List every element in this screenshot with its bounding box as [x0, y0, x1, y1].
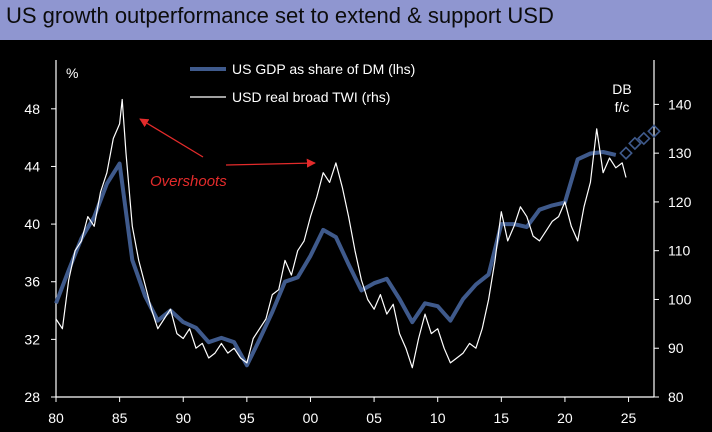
x-tick-label: 15	[494, 410, 510, 426]
x-tick-label: 25	[621, 410, 637, 426]
y-right-tick-label: 120	[668, 194, 692, 210]
gdp-share-line	[54, 150, 617, 368]
line-chart: 28 32 36 40 44 48% 80 90 100 110 120 130 140 80 85 90 95…	[24, 60, 692, 426]
x-tick-label: 05	[366, 410, 382, 426]
y-left-tick-label: 32	[24, 331, 40, 347]
y-right-tick-label: 80	[668, 389, 684, 405]
forecast-label-line1: DB	[612, 81, 631, 97]
annotation-overshoots: Overshoots	[150, 173, 227, 190]
y-left-tick-label: 28	[24, 389, 40, 405]
y-right-tick-label: 130	[668, 145, 692, 161]
forecast-marker	[619, 146, 633, 160]
y-left-tick-label: 48	[24, 101, 40, 117]
y-left-tick-label: 36	[24, 274, 40, 290]
y-right-tick-label: 100	[668, 291, 692, 307]
x-tick-label: 95	[239, 410, 255, 426]
legend-label-gdp: US GDP as share of DM (lhs)	[232, 61, 415, 77]
y-right-tick-label: 110	[668, 243, 691, 259]
y-left-unit-label: %	[66, 65, 78, 81]
forecast-label-line2: f/c	[615, 99, 630, 115]
x-tick-label: 80	[48, 410, 64, 426]
x-tick-label: 85	[112, 410, 128, 426]
y-right-tick-label: 140	[668, 96, 692, 112]
forecast-marker	[647, 124, 661, 138]
legend-label-twi: USD real broad TWI (rhs)	[232, 89, 390, 105]
chart-title: US growth outperformance set to extend &…	[6, 3, 554, 28]
x-tick-label: 00	[303, 410, 319, 426]
y-left-tick-label: 40	[24, 216, 40, 232]
forecast-marker	[628, 136, 642, 151]
x-tick-label: 20	[557, 410, 573, 426]
x-tick-label: 10	[430, 410, 446, 426]
y-left-tick-label: 44	[24, 158, 40, 174]
x-tick-label: 90	[175, 410, 191, 426]
y-right-tick-label: 90	[668, 340, 684, 356]
title-bar: US growth outperformance set to extend &…	[0, 0, 712, 40]
annotation-arrow-1985	[139, 118, 204, 158]
annotation-arrow-2002	[225, 158, 316, 168]
forecast-marker	[637, 131, 651, 146]
usd-twi-line	[55, 98, 627, 369]
